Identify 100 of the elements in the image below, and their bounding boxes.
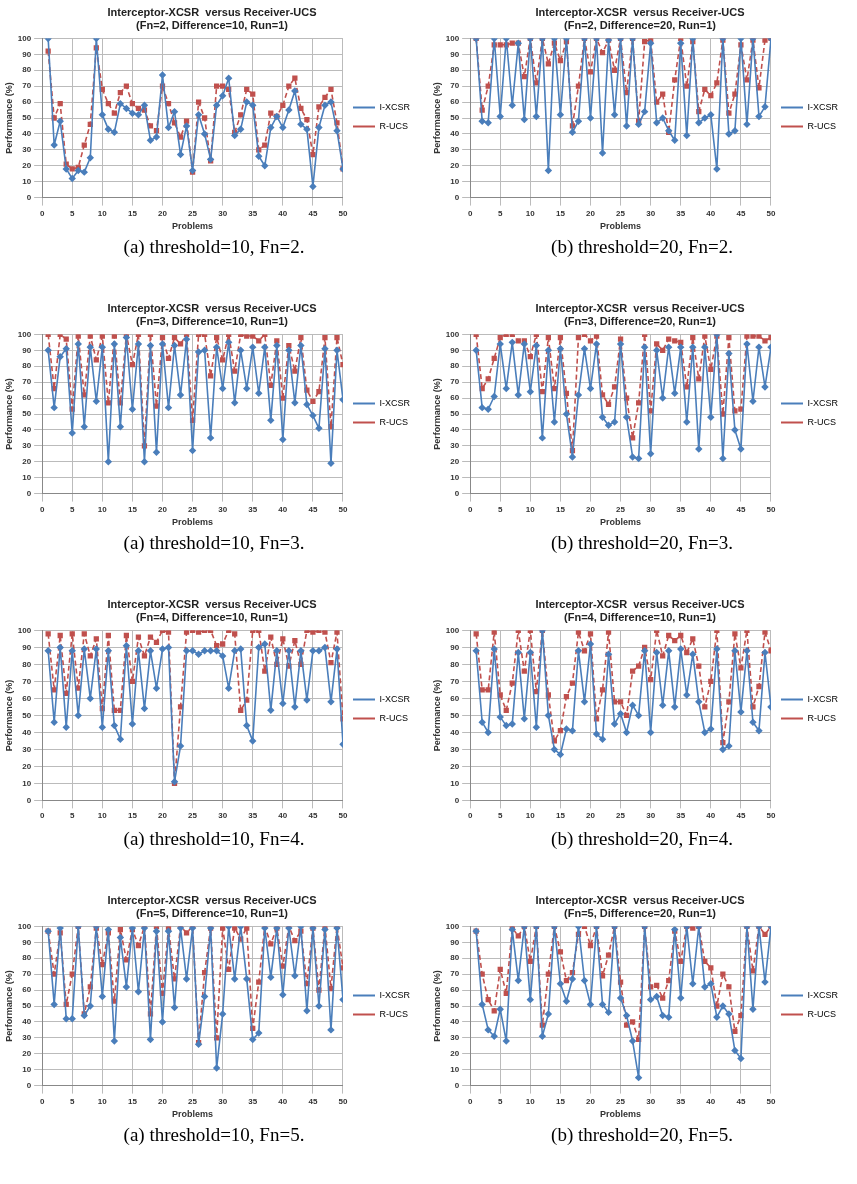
x-tick-label: 40 xyxy=(278,208,288,218)
y-tick-label: 0 xyxy=(454,488,460,498)
y-tick-label: 80 xyxy=(22,953,32,963)
y-tick-label: 90 xyxy=(450,642,460,652)
y-axis-title: Performance (%) xyxy=(3,82,14,154)
y-tick-label: 10 xyxy=(22,176,32,186)
legend-label: I-XCSR xyxy=(807,101,839,112)
y-tick-label: 70 xyxy=(22,969,32,979)
x-tick-label: 20 xyxy=(586,208,596,218)
x-tick-label: 10 xyxy=(97,1096,108,1106)
x-tick-label: 20 xyxy=(586,811,596,821)
x-tick-label: 0 xyxy=(39,811,45,821)
x-tick-label: 0 xyxy=(467,208,473,218)
x-tick-label: 5 xyxy=(70,208,76,218)
y-tick-label: 30 xyxy=(22,744,32,754)
chart-subtitle: (Fn=5, Difference=10, Run=1) xyxy=(136,906,289,919)
y-axis-title: Performance (%) xyxy=(431,82,442,154)
legend-label: I-XCSR xyxy=(379,989,411,1000)
legend-label: R-UCS xyxy=(379,712,408,723)
x-tick-label: 0 xyxy=(39,1096,45,1106)
x-tick-label: 15 xyxy=(555,1096,566,1106)
x-tick-label: 50 xyxy=(766,208,776,218)
y-tick-label: 20 xyxy=(22,456,32,466)
legend-label: I-XCSR xyxy=(807,989,839,1000)
y-tick-label: 60 xyxy=(450,985,460,995)
y-tick-label: 90 xyxy=(22,345,32,355)
x-tick-label: 35 xyxy=(676,1096,686,1106)
x-axis-title: Problems xyxy=(600,517,642,528)
y-tick-label: 10 xyxy=(22,778,32,788)
legend-label: I-XCSR xyxy=(807,397,839,408)
legend-label: I-XCSR xyxy=(379,101,411,112)
x-tick-label: 20 xyxy=(158,1096,168,1106)
text: (a) threshold=10, Fn=3. xyxy=(123,532,305,554)
y-tick-label: 0 xyxy=(26,795,32,805)
legend-label: I-XCSR xyxy=(379,693,411,704)
x-tick-label: 50 xyxy=(338,811,348,821)
y-tick-label: 50 xyxy=(22,409,32,419)
chart-title: Interceptor-XCSR versus Receiver-UCS xyxy=(107,301,317,314)
y-tick-label: 100 xyxy=(17,33,32,43)
x-tick-label: 25 xyxy=(188,504,198,514)
x-tick-label: 50 xyxy=(766,1096,776,1106)
chart-subtitle: (Fn=2, Difference=10, Run=1) xyxy=(136,18,289,31)
y-tick-label: 10 xyxy=(450,778,460,788)
y-tick-label: 20 xyxy=(450,1048,460,1058)
y-tick-label: 30 xyxy=(22,1033,32,1043)
y-tick-label: 20 xyxy=(450,456,460,466)
text: (b) threshold=20, Fn=3. xyxy=(551,532,733,554)
y-axis-title: Performance (%) xyxy=(3,970,14,1042)
y-tick-label: 10 xyxy=(22,472,32,482)
x-tick-label: 30 xyxy=(646,811,656,821)
y-tick-label: 0 xyxy=(454,795,460,805)
x-tick-label: 35 xyxy=(248,208,258,218)
y-tick-label: 0 xyxy=(454,1080,460,1090)
x-tick-label: 30 xyxy=(218,1096,228,1106)
y-tick-label: 50 xyxy=(22,113,32,123)
x-tick-label: 15 xyxy=(127,504,138,514)
y-tick-label: 30 xyxy=(22,145,32,155)
y-tick-label: 40 xyxy=(450,1017,460,1027)
chart-title: Interceptor-XCSR versus Receiver-UCS xyxy=(107,5,317,18)
x-tick-label: 0 xyxy=(39,504,45,514)
y-tick-label: 60 xyxy=(450,97,460,107)
y-tick-label: 40 xyxy=(450,129,460,139)
x-tick-label: 45 xyxy=(736,208,746,218)
x-tick-label: 40 xyxy=(706,1096,716,1106)
legend-label: R-UCS xyxy=(807,712,836,723)
text: (b) threshold=20, Fn=4. xyxy=(551,828,733,850)
legend-label: R-UCS xyxy=(807,416,836,427)
y-tick-label: 60 xyxy=(22,985,32,995)
legend-label: R-UCS xyxy=(379,1008,408,1019)
x-tick-label: 45 xyxy=(308,208,318,218)
x-tick-label: 0 xyxy=(467,1096,473,1106)
x-tick-label: 30 xyxy=(646,504,656,514)
legend-label: R-UCS xyxy=(379,120,408,131)
x-tick-label: 10 xyxy=(525,811,536,821)
y-tick-label: 60 xyxy=(450,693,460,703)
y-axis-title: Performance (%) xyxy=(3,679,14,752)
chart-subtitle: (Fn=4, Difference=10, Run=1) xyxy=(564,610,717,623)
y-tick-label: 30 xyxy=(450,441,460,451)
y-tick-label: 70 xyxy=(22,676,32,686)
x-tick-label: 30 xyxy=(218,811,228,821)
y-tick-label: 80 xyxy=(22,65,32,75)
y-tick-label: 100 xyxy=(445,329,460,339)
y-tick-label: 0 xyxy=(26,192,32,202)
y-tick-label: 90 xyxy=(450,937,460,947)
chart-title: Interceptor-XCSR versus Receiver-UCS xyxy=(535,893,745,906)
x-tick-label: 15 xyxy=(555,208,566,218)
x-tick-label: 35 xyxy=(676,504,686,514)
y-tick-label: 10 xyxy=(22,1064,32,1074)
y-tick-label: 70 xyxy=(450,377,460,387)
y-axis-title: Performance (%) xyxy=(3,378,14,450)
x-axis-title: Problems xyxy=(172,221,214,232)
y-tick-label: 30 xyxy=(450,145,460,155)
x-tick-label: 50 xyxy=(766,504,776,514)
x-tick-label: 0 xyxy=(39,208,45,218)
x-tick-label: 20 xyxy=(586,504,596,514)
y-tick-label: 40 xyxy=(22,425,32,435)
y-tick-label: 10 xyxy=(450,176,460,186)
y-tick-label: 50 xyxy=(22,710,32,720)
text: (b) threshold=20, Fn=2. xyxy=(551,236,733,258)
x-tick-label: 10 xyxy=(525,504,536,514)
